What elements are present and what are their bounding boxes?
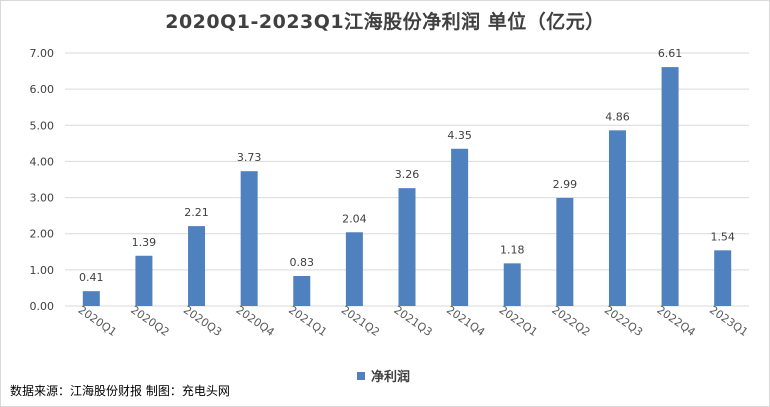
x-tick-label: 2020Q4 — [234, 303, 277, 339]
x-tick-label: 2022Q2 — [549, 303, 592, 339]
data-label: 1.39 — [132, 236, 157, 249]
chart-title: 2020Q1-2023Q1江海股份净利润 单位（亿元） — [165, 11, 605, 33]
bar — [240, 171, 258, 306]
y-tick-label: 5.00 — [30, 119, 55, 132]
data-label: 4.86 — [605, 110, 630, 123]
x-tick-label: 2020Q3 — [181, 303, 224, 339]
bar — [556, 197, 574, 306]
bar — [661, 67, 679, 307]
y-tick-label: 0.00 — [30, 300, 55, 313]
x-tick-label: 2022Q3 — [602, 303, 645, 339]
x-tick-label: 2021Q2 — [339, 303, 382, 339]
bar — [503, 263, 521, 306]
x-tick-label: 2021Q1 — [286, 303, 329, 339]
bar — [608, 130, 626, 306]
bar — [345, 232, 363, 306]
x-tick-label: 2021Q3 — [391, 303, 434, 339]
x-tick-label: 2020Q2 — [128, 303, 171, 339]
bar — [714, 250, 732, 306]
data-label: 0.41 — [79, 271, 104, 284]
x-tick-label: 2022Q4 — [654, 303, 697, 339]
data-label: 3.73 — [237, 151, 262, 164]
data-label: 2.04 — [342, 212, 367, 225]
legend-swatch — [357, 371, 365, 380]
bar — [398, 188, 416, 306]
data-label: 2.21 — [184, 206, 209, 219]
bar — [135, 255, 153, 306]
bar — [451, 148, 469, 306]
legend: 净利润 — [357, 366, 410, 385]
x-tick-label: 2023Q1 — [707, 303, 750, 339]
y-tick-label: 3.00 — [30, 192, 55, 205]
y-tick-label: 6.00 — [30, 83, 55, 96]
x-tick-label: 2021Q4 — [444, 303, 487, 339]
bar — [82, 291, 100, 306]
y-tick-label: 4.00 — [30, 155, 55, 168]
source-note: 数据来源：江海股份财报 制图：充电头网 — [10, 384, 230, 398]
data-label: 3.26 — [395, 168, 420, 181]
x-tick-label: 2022Q1 — [497, 303, 540, 339]
data-label: 6.61 — [658, 47, 683, 60]
y-tick-label: 7.00 — [30, 47, 55, 60]
x-tick-label: 2020Q1 — [76, 303, 119, 339]
y-tick-label: 2.00 — [30, 228, 55, 241]
data-label: 4.35 — [447, 129, 472, 142]
data-label: 0.83 — [290, 256, 315, 269]
legend-label: 净利润 — [371, 370, 411, 385]
bar — [188, 226, 206, 306]
data-label: 1.18 — [500, 243, 525, 256]
data-label: 2.99 — [553, 178, 578, 191]
y-tick-label: 1.00 — [30, 264, 55, 277]
data-label: 1.54 — [710, 230, 735, 243]
bar — [293, 276, 311, 306]
